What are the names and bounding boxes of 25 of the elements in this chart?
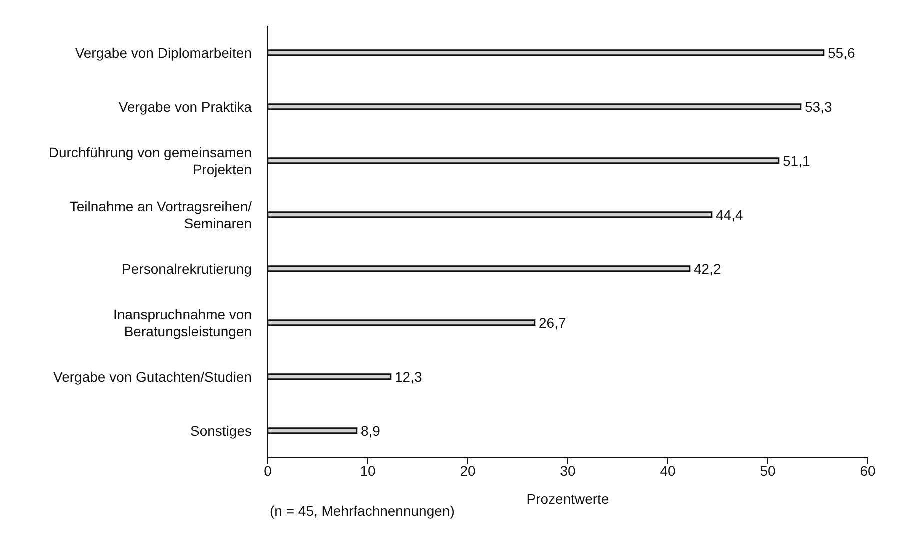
data-label: 55,6	[828, 44, 856, 61]
x-tick-label: 20	[460, 462, 476, 479]
text: (n = 45, Mehrfachnennungen)	[270, 503, 455, 519]
y-tick-label: Teilnahme an Vortragsreihen/ Seminaren	[70, 198, 252, 232]
data-label: 44,4	[716, 206, 744, 223]
data-label: 53,3	[805, 98, 832, 115]
x-tick-label: 40	[660, 462, 676, 479]
y-tick-label: Vergabe von Gutachten/Studien	[54, 369, 252, 385]
data-label: 51,1	[783, 152, 810, 169]
x-tick-label: 10	[360, 462, 376, 479]
x-tick-label: 0	[264, 462, 272, 479]
data-label: 12,3	[395, 368, 422, 385]
data-label: 8,9	[361, 422, 381, 439]
y-tick-label: Vergabe von Praktika	[118, 99, 252, 115]
y-tick-label: Personalrekrutierung	[122, 261, 252, 277]
x-tick-label: 60	[860, 462, 876, 479]
data-label: 26,7	[539, 314, 566, 331]
y-tick-label: Inanspruchnahme von Beratungsleistungen	[113, 306, 252, 340]
x-axis-title: Prozentwerte	[526, 491, 610, 507]
x-tick-label: 50	[760, 462, 776, 479]
y-tick-label: Durchführung von gemeinsamen Projekten	[48, 144, 252, 178]
data-label: 42,2	[694, 260, 722, 277]
y-tick-label: Vergabe von Diplomarbeiten	[75, 45, 252, 61]
x-tick-label: 30	[560, 462, 576, 479]
y-tick-label: Sonstiges	[190, 423, 252, 439]
